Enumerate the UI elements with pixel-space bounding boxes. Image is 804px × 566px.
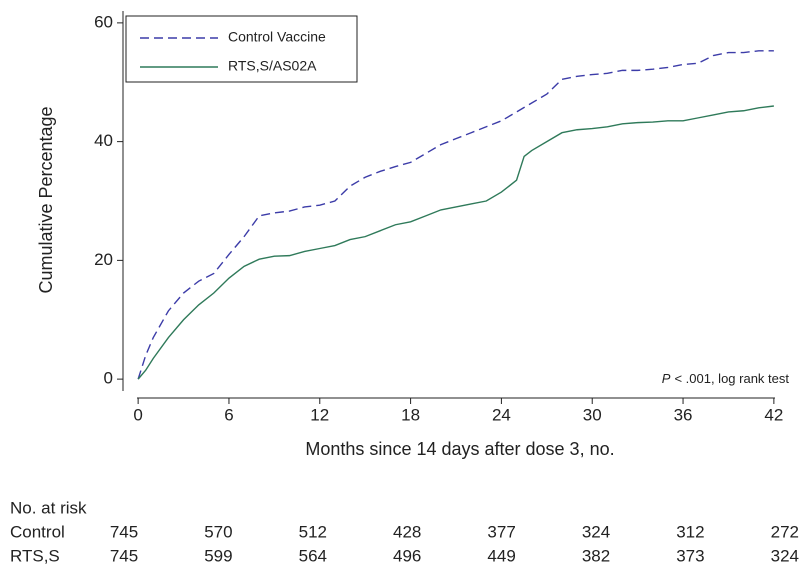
x-tick-label: 36 (674, 405, 693, 424)
risk-value: 599 (204, 546, 232, 565)
annotation-italic: P (662, 371, 671, 386)
annotation-text: < .001, log rank test (674, 371, 789, 386)
risk-value: 564 (299, 546, 327, 565)
y-tick-label: 20 (94, 250, 113, 269)
y-axis-label: Cumulative Percentage (36, 106, 56, 293)
legend-label: RTS,S/AS02A (228, 58, 317, 74)
risk-value: 382 (582, 546, 610, 565)
series-line (137, 50, 774, 380)
x-tick-label: 24 (492, 405, 511, 424)
risk-value: 745 (110, 522, 138, 541)
risk-value: 373 (676, 546, 704, 565)
x-tick-label: 18 (401, 405, 420, 424)
y-tick-label: 40 (94, 131, 113, 150)
risk-value: 512 (299, 522, 327, 541)
risk-value: 428 (393, 522, 421, 541)
y-tick-label: 0 (104, 369, 113, 388)
risk-value: 570 (204, 522, 232, 541)
risk-value: 312 (676, 522, 704, 541)
x-tick-label: 0 (133, 405, 142, 424)
x-tick-label: 12 (310, 405, 329, 424)
risk-value: 449 (487, 546, 515, 565)
x-tick-label: 42 (764, 405, 783, 424)
series-line (137, 105, 774, 380)
risk-table-title: No. at risk (10, 498, 87, 517)
y-tick-label: 60 (94, 12, 113, 31)
x-tick-label: 6 (224, 405, 233, 424)
x-axis-label: Months since 14 days after dose 3, no. (305, 439, 614, 459)
legend-label: Control Vaccine (228, 29, 326, 45)
risk-value: 496 (393, 546, 421, 565)
risk-row-label: Control (10, 522, 65, 541)
risk-value: 377 (487, 522, 515, 541)
risk-value: 324 (582, 522, 610, 541)
risk-value: 324 (771, 546, 799, 565)
annotation: P < .001, log rank test (662, 371, 790, 386)
legend-box (125, 15, 358, 83)
risk-row-label: RTS,S (10, 546, 60, 565)
risk-value: 745 (110, 546, 138, 565)
x-tick-label: 30 (583, 405, 602, 424)
risk-value: 272 (771, 522, 799, 541)
